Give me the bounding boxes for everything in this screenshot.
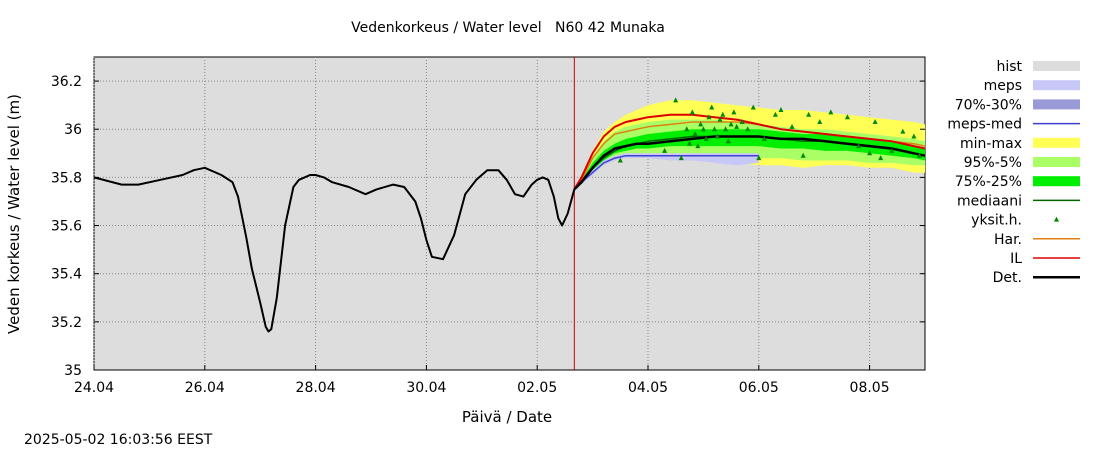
lines-layer [93, 57, 926, 370]
legend-label-meps_med: meps-med [947, 117, 1022, 133]
single-member-point [856, 143, 862, 149]
legend-swatch-p70_30 [1033, 99, 1080, 110]
single-member-point [806, 111, 812, 117]
single-member-point [709, 104, 715, 110]
single-member-point [673, 97, 679, 103]
x-tick-label: 08.05 [850, 380, 890, 396]
single-member-point [772, 111, 778, 117]
legend-label-har: Har. [994, 232, 1022, 248]
single-member-point [725, 138, 731, 144]
single-member-point [789, 123, 795, 129]
single-member-point [723, 126, 729, 132]
y-tick-label: 36.2 [51, 74, 82, 90]
x-axis-title: Päivä / Date [462, 408, 552, 426]
grid-layer [93, 57, 925, 370]
legend-label-det: Det. [993, 270, 1022, 286]
band-meps [574, 153, 759, 190]
y-axis-title: Veden korkeus / Water level (m) [5, 94, 23, 334]
single-member-point [734, 123, 740, 129]
single-member-point [739, 119, 745, 125]
legend-label-hist: hist [996, 59, 1022, 75]
single-member-point [728, 121, 734, 127]
y-tick-label: 35 [64, 363, 82, 379]
single-member-point [703, 135, 709, 141]
single-member-point [900, 128, 906, 134]
single-member-point [684, 126, 690, 132]
single-member-point [889, 147, 895, 153]
series-det [573, 135, 926, 191]
series-meps-med [573, 154, 759, 190]
single-member-point [717, 116, 723, 122]
single-member-point [731, 109, 737, 115]
series-il [573, 113, 926, 190]
y-tick-label: 35.4 [51, 267, 82, 283]
legend-label-p95_5: 95%-5% [964, 155, 1022, 171]
single-member-point [916, 152, 922, 158]
single-member-point [720, 111, 726, 117]
y-tick-label: 35.8 [51, 170, 82, 186]
legend-swatch-hist [1033, 61, 1080, 71]
axes-layer: 24.04 26.04 28.04 30.04 02.05 04.05 06.05 08.05… [51, 74, 925, 396]
single-member-point [800, 152, 806, 158]
x-tick-label: 24.04 [74, 380, 114, 396]
legend-label-p70_30: 70%-30% [955, 97, 1022, 113]
single-member-point [828, 109, 834, 115]
single-member-point [617, 157, 623, 163]
y-tick-label: 35.6 [51, 219, 82, 235]
legend-label-single: yksit.h. [971, 213, 1022, 229]
legend-label-p75_25: 75%-25% [955, 174, 1022, 190]
series-observed [93, 166, 576, 333]
legend: hist meps 70%-30% meps-med min-max 95%-5% 75%-… [947, 59, 1080, 286]
x-tick-label: 02.05 [517, 380, 557, 396]
legend-label-minmax: min-max [960, 136, 1022, 152]
x-tick-label: 26.04 [185, 380, 225, 396]
y-tick-label: 36 [64, 122, 82, 138]
timestamp: 2025-05-02 16:03:56 EEST [24, 432, 213, 448]
single-member-point [745, 126, 751, 132]
chart-title: Vedenkorkeus / Water level N60 42 Munaka [351, 20, 665, 36]
single-member-point [662, 147, 668, 153]
bands-layer [574, 100, 925, 190]
single-member-point [692, 131, 698, 137]
single-member-point [711, 126, 717, 132]
legend-swatch-p95_5 [1033, 157, 1080, 167]
x-tick-label: 06.05 [739, 380, 779, 396]
single-member-point [778, 106, 784, 112]
x-tick-label: 30.04 [406, 380, 446, 396]
single-member-point [678, 155, 684, 161]
single-member-point [698, 121, 704, 127]
x-tick-label: 28.04 [296, 380, 336, 396]
single-member-point [714, 133, 720, 139]
single-member-point [706, 114, 712, 120]
single-member-point [689, 109, 695, 115]
legend-label-il: IL [1010, 251, 1022, 267]
legend-swatch-minmax [1033, 137, 1080, 148]
single-member-point [687, 140, 693, 146]
plot-area [93, 56, 926, 371]
legend-label-median: mediaani [957, 193, 1022, 209]
single-member-point [700, 126, 706, 132]
legend-swatch-single [1054, 216, 1059, 222]
legend-swatch-p75_25 [1033, 176, 1080, 187]
legend-swatch-meps [1033, 80, 1080, 91]
y-tick-label: 35.2 [51, 315, 82, 331]
x-tick-label: 04.05 [628, 380, 668, 396]
single-member-point [761, 135, 767, 141]
single-member-point [911, 133, 917, 139]
single-member-point [756, 155, 762, 161]
single-member-point [817, 119, 823, 125]
single-member-point [844, 114, 850, 120]
single-member-point [750, 104, 756, 110]
band-75-25 [574, 129, 925, 190]
single-member-point [867, 150, 873, 156]
single-member-point [872, 119, 878, 125]
single-member-point [695, 143, 701, 149]
single-member-point [878, 155, 884, 161]
points-layer [617, 97, 922, 163]
legend-label-meps: meps [984, 78, 1022, 94]
